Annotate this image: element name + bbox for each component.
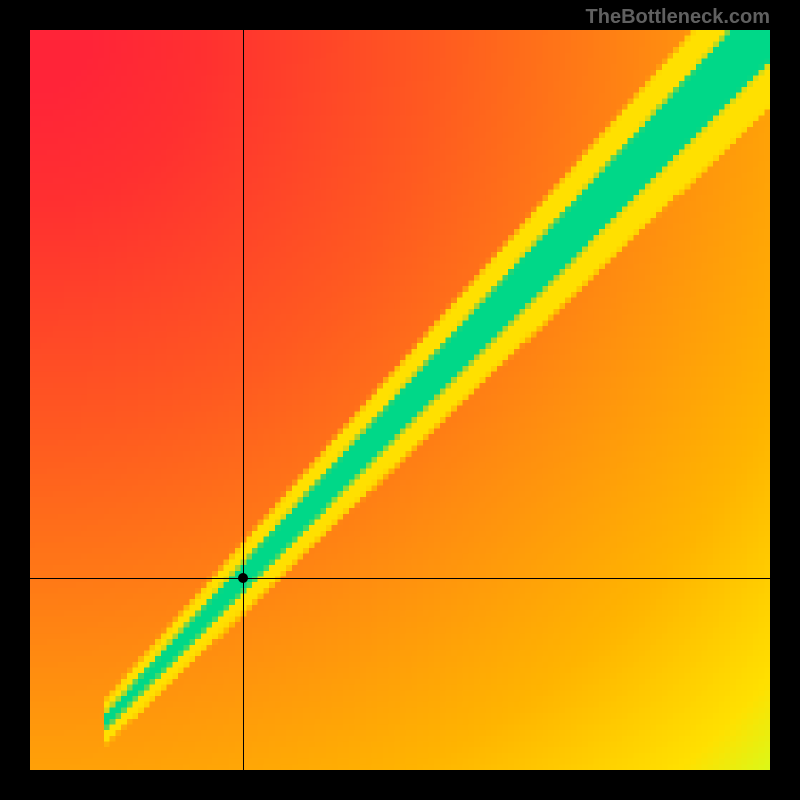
watermark-text: TheBottleneck.com: [586, 6, 770, 29]
crosshair-horizontal-line: [30, 578, 770, 579]
bottleneck-heatmap-canvas: [30, 30, 770, 770]
heatmap-plot-area: [30, 30, 770, 770]
crosshair-marker-dot: [238, 573, 248, 583]
crosshair-vertical-line: [243, 30, 244, 770]
